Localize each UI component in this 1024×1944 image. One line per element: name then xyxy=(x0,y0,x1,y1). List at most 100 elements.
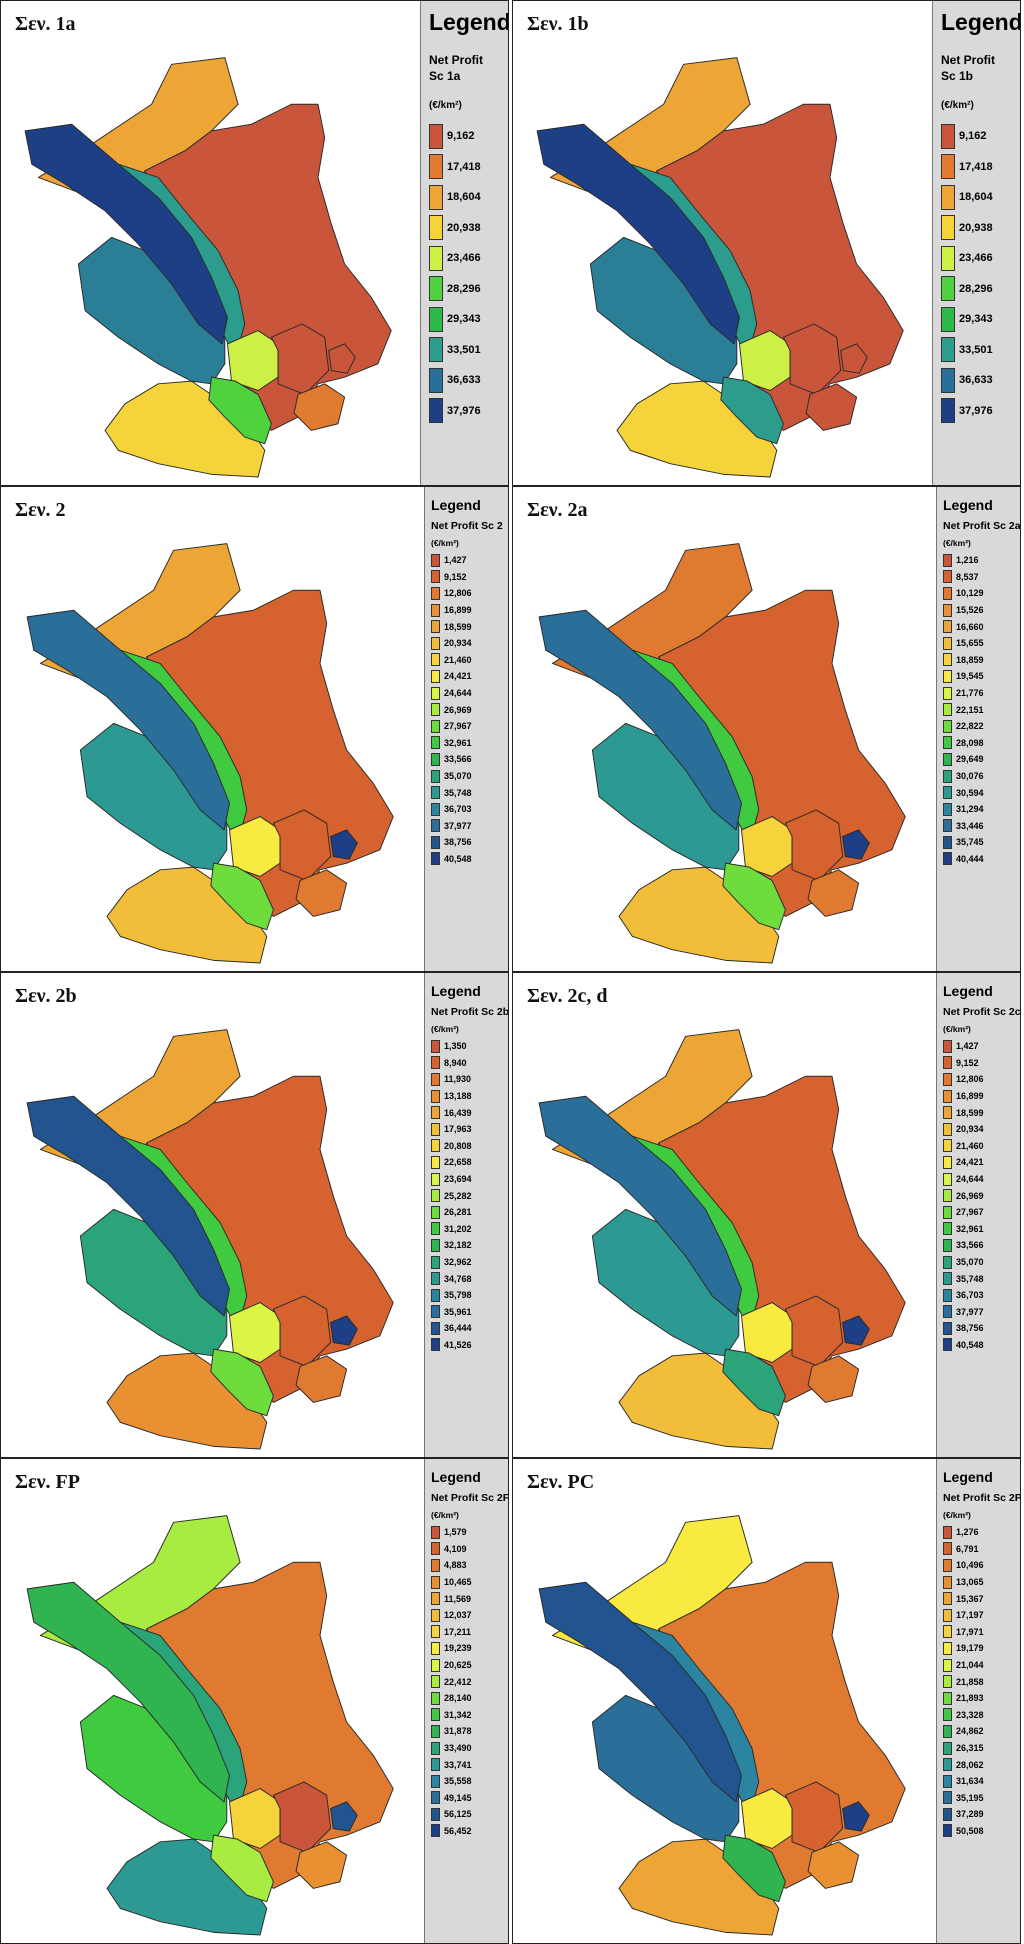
legend-value: 38,756 xyxy=(444,837,472,848)
legend-item: 18,604 xyxy=(941,182,1014,213)
legend-swatch xyxy=(431,786,440,800)
legend-value: 1,427 xyxy=(956,1041,979,1052)
legend: Legend Net Profit Sc 1b (€/km²) 9,162 17,418 1… xyxy=(932,1,1020,485)
legend-item: 21,893 xyxy=(943,1690,1016,1707)
legend-item: 21,460 xyxy=(943,1138,1016,1155)
legend-item: 33,566 xyxy=(943,1237,1016,1254)
legend-title: Legend xyxy=(429,9,509,35)
legend-swatch xyxy=(943,1658,952,1672)
legend-item: 10,496 xyxy=(943,1557,1016,1574)
legend-item: 18,604 xyxy=(429,182,502,213)
legend-value: 1,216 xyxy=(956,555,979,566)
legend-item: 36,633 xyxy=(941,365,1014,396)
legend-value: 16,899 xyxy=(444,605,472,616)
legend-swatch xyxy=(943,1139,952,1153)
legend-title: Legend xyxy=(943,1469,993,1485)
legend-item: 17,418 xyxy=(429,152,502,183)
legend-item: 20,808 xyxy=(431,1138,504,1155)
legend-subtitle: Sc 1a xyxy=(429,69,461,83)
legend-title: Legend xyxy=(943,983,993,999)
map-region-cluster-d xyxy=(295,1841,348,1889)
legend-item: 35,070 xyxy=(431,768,504,785)
legend-value: 4,883 xyxy=(444,1560,467,1571)
legend-value: 26,315 xyxy=(956,1743,984,1754)
map-region-cluster-c xyxy=(272,809,332,881)
legend-value: 6,791 xyxy=(956,1543,979,1554)
legend-item: 24,644 xyxy=(943,1171,1016,1188)
legend-item: 11,569 xyxy=(431,1590,504,1607)
legend-value: 8,537 xyxy=(956,571,979,582)
legend-swatch xyxy=(431,1222,440,1236)
legend-value: 26,281 xyxy=(444,1207,472,1218)
legend-item: 13,188 xyxy=(431,1088,504,1105)
legend-value: 28,062 xyxy=(956,1759,984,1770)
legend-swatch xyxy=(943,752,952,766)
legend-item: 28,296 xyxy=(941,274,1014,305)
legend-item: 10,465 xyxy=(431,1574,504,1591)
legend-swatch xyxy=(429,367,443,393)
legend-item: 37,976 xyxy=(429,396,502,427)
legend-value: 21,460 xyxy=(956,1140,984,1151)
legend-swatch xyxy=(943,1155,952,1169)
legend-value: 35,070 xyxy=(444,771,472,782)
legend-item: 26,969 xyxy=(943,1187,1016,1204)
legend-item: 32,962 xyxy=(431,1254,504,1271)
legend-item: 16,899 xyxy=(431,602,504,619)
legend-item: 4,883 xyxy=(431,1557,504,1574)
legend-swatch xyxy=(943,1691,952,1705)
legend-value: 24,644 xyxy=(956,1174,984,1185)
legend-item: 16,439 xyxy=(431,1104,504,1121)
legend-subtitle: Net Profit Sc 2FP xyxy=(431,1492,509,1504)
legend-value: 21,858 xyxy=(956,1676,984,1687)
legend-value: 19,179 xyxy=(956,1643,984,1654)
map-region-spot xyxy=(330,1315,358,1346)
legend-item: 40,444 xyxy=(943,851,1016,868)
map-region-corridor xyxy=(538,609,742,831)
legend: Legend Net Profit Sc 1a (€/km²) 9,162 17,418 1… xyxy=(420,1,508,485)
legend-swatch xyxy=(943,1724,952,1738)
legend-swatch xyxy=(431,802,440,816)
legend-item: 13,065 xyxy=(943,1574,1016,1591)
legend-swatch xyxy=(943,1189,952,1203)
legend-value: 24,421 xyxy=(444,671,472,682)
legend-item: 33,501 xyxy=(429,335,502,366)
legend-swatch xyxy=(943,1592,952,1606)
map-region-cluster-d xyxy=(293,383,346,431)
legend-swatch xyxy=(943,1288,952,1302)
legend-swatch xyxy=(431,1338,440,1352)
legend-item: 37,289 xyxy=(943,1806,1016,1823)
legend-item: 35,195 xyxy=(943,1790,1016,1807)
legend-value: 12,806 xyxy=(956,1074,984,1085)
legend: Legend Net Profit Sc 2PC (€/km²) 1,276 6,791… xyxy=(936,1459,1020,1943)
legend-swatch xyxy=(431,553,440,567)
legend-item: 6,791 xyxy=(943,1541,1016,1558)
legend-item: 40,548 xyxy=(431,851,504,868)
legend-value: 33,566 xyxy=(444,754,472,765)
legend-swatch xyxy=(943,1321,952,1335)
legend-title: Legend xyxy=(431,497,481,513)
legend-value: 22,412 xyxy=(444,1676,472,1687)
legend-swatch xyxy=(943,1625,952,1639)
legend-item: 22,151 xyxy=(943,701,1016,718)
legend-value: 12,806 xyxy=(444,588,472,599)
legend-item: 12,037 xyxy=(431,1607,504,1624)
legend-swatch xyxy=(943,852,952,866)
legend-swatch xyxy=(431,669,440,683)
legend-item: 35,798 xyxy=(431,1287,504,1304)
panel-title: Σεν. PC xyxy=(527,1471,595,1493)
legend-value: 17,418 xyxy=(959,160,993,173)
legend-swatch xyxy=(943,1072,952,1086)
legend-value: 37,977 xyxy=(956,1306,984,1317)
map-region-cluster-c xyxy=(272,1781,332,1853)
legend-value: 34,768 xyxy=(444,1273,472,1284)
legend-item: 33,566 xyxy=(431,751,504,768)
legend-value: 25,282 xyxy=(444,1190,472,1201)
map-region-cluster-c xyxy=(270,323,330,395)
legend-value: 37,289 xyxy=(956,1809,984,1820)
legend-subtitle: Net Profit Sc 2a xyxy=(943,520,1021,532)
map-region-corridor xyxy=(26,609,230,831)
legend-value: 35,558 xyxy=(444,1776,472,1787)
legend-item: 1,579 xyxy=(431,1524,504,1541)
legend-item: 1,216 xyxy=(943,552,1016,569)
legend-value: 21,893 xyxy=(956,1693,984,1704)
